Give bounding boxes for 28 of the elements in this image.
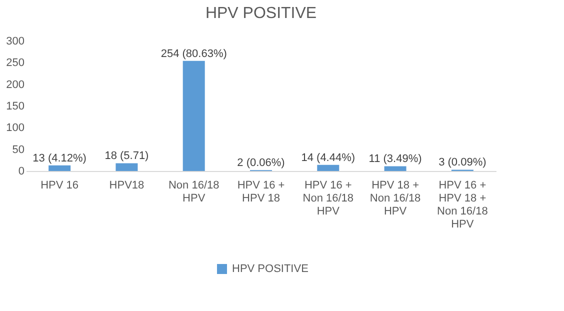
- x-tick-label: Non 16/18 HPV: [168, 180, 220, 204]
- bar: [317, 164, 340, 171]
- x-tick-label: HPV 16 + HPV 18 + Non 16/18 HPV: [437, 180, 488, 230]
- bar: [48, 165, 71, 171]
- text: 11 (3.49%): [368, 153, 422, 166]
- chart-title: HPV POSITIVE: [205, 5, 317, 22]
- text: 2 (0.06%): [237, 157, 285, 170]
- x-tick-label: HPV 16 + HPV 18: [237, 180, 285, 204]
- bar: [384, 166, 406, 171]
- y-tick-label: 150: [6, 100, 24, 112]
- y-tick-label: 50: [12, 144, 24, 156]
- x-tick-label: HPV 18 + Non 16/18 HPV: [370, 180, 421, 218]
- y-tick-label: 0: [18, 166, 24, 178]
- text: 14 (4.44%): [301, 152, 356, 164]
- y-tick-label: 250: [6, 57, 24, 70]
- x-tick-label: HPV 16 + Non 16/18 HPV: [302, 180, 354, 218]
- y-tick-label: 100: [6, 122, 24, 134]
- y-tick-label: 200: [6, 78, 24, 91]
- text: 254 (80.63%): [160, 48, 227, 60]
- text: 13 (4.12%): [32, 152, 86, 164]
- x-tick-label: HPV18: [109, 180, 144, 192]
- bar: [182, 60, 205, 171]
- bar: [116, 163, 138, 171]
- y-tick-label: 300: [6, 36, 24, 48]
- text: 3 (0.09%): [438, 156, 486, 169]
- x-tick-label: HPV 16: [40, 180, 79, 192]
- legend-label: HPV POSITIVE: [232, 263, 308, 275]
- text: 18 (5.71): [104, 150, 149, 162]
